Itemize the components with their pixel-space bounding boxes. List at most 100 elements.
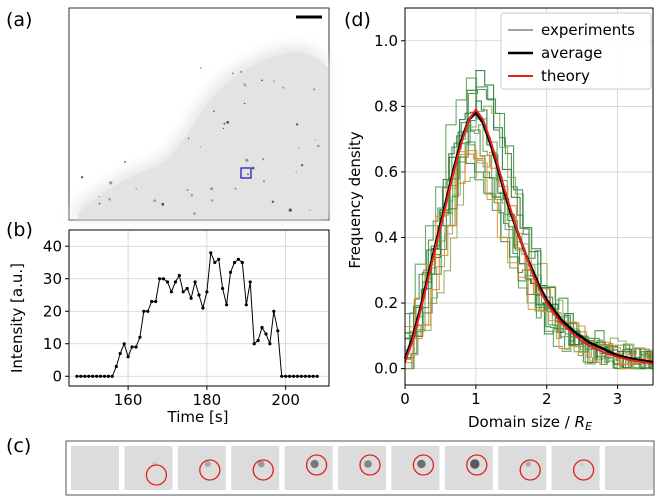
intensity-point: [106, 374, 110, 378]
intensity-line: [76, 252, 318, 377]
intensity-point: [134, 345, 138, 349]
intensity-point: [154, 299, 158, 304]
punctum: [295, 171, 297, 173]
panel-label-d: (d): [344, 9, 371, 31]
intensity-point: [181, 290, 185, 294]
tick-label-y: 30: [43, 270, 62, 288]
intensity-point: [303, 374, 307, 378]
intensity-point: [256, 338, 260, 343]
panel-label-a: (a): [6, 9, 32, 31]
panel-c-frames: [65, 440, 655, 496]
intensity-point: [268, 342, 272, 346]
detection-circle: [466, 454, 488, 476]
tick-label-y: 0.6: [374, 163, 398, 181]
punctum: [108, 198, 111, 201]
punctum: [153, 199, 157, 202]
intensity-point: [252, 342, 256, 346]
intensity-point: [209, 251, 213, 255]
spot: [417, 459, 426, 469]
intensity-point: [315, 374, 319, 378]
intensity-point: [165, 280, 170, 284]
axes-frame: [404, 7, 654, 386]
tick-label-y: 0.4: [374, 228, 398, 246]
intensity-point: [221, 286, 225, 291]
punctum: [313, 88, 316, 91]
punctum: [245, 85, 247, 87]
punctum: [81, 176, 84, 179]
intensity-point: [169, 290, 173, 294]
legend-entry: average: [541, 44, 602, 62]
intensity-point: [158, 277, 162, 281]
frame-tile: [177, 446, 226, 490]
punctum: [296, 123, 299, 126]
intensity-point: [126, 355, 130, 359]
tick-label-y: 1.0: [374, 32, 398, 50]
punctum: [226, 120, 230, 124]
spot: [525, 461, 532, 467]
intensity-point: [189, 296, 193, 300]
intensity-point: [228, 270, 233, 274]
punctum: [245, 158, 249, 162]
detection-circle: [359, 454, 381, 476]
spot: [579, 461, 584, 467]
axes-frame: [68, 229, 330, 387]
intensity-point: [236, 257, 240, 261]
punctum: [261, 158, 265, 161]
detection-circle: [252, 459, 274, 481]
intensity-point: [83, 374, 87, 378]
punctum: [211, 199, 214, 202]
punctum: [317, 144, 320, 148]
punctum: [193, 212, 196, 215]
intensity-point: [87, 374, 91, 378]
punctum: [231, 72, 234, 75]
intensity-point: [311, 374, 315, 378]
punctum: [210, 187, 214, 191]
frame-tile: [338, 446, 386, 490]
intensity-point: [307, 374, 311, 378]
intensity-point: [130, 345, 134, 349]
punctum: [314, 139, 316, 141]
intensity-point: [150, 299, 154, 304]
intensity-point: [240, 260, 244, 265]
panel-b-intensity-trace: 160 180 200 0 10 20 30 40: [43, 229, 330, 409]
intensity-point: [95, 374, 99, 378]
intensity-point: [264, 332, 268, 336]
intensity-point: [193, 280, 197, 284]
detection-circle: [199, 459, 221, 481]
intensity-point: [276, 329, 280, 333]
punctum: [186, 188, 189, 192]
tick-label-x: 180: [193, 391, 222, 409]
intensity-point: [217, 257, 221, 261]
punctum: [298, 147, 300, 149]
intensity-point: [225, 303, 229, 307]
legend-box: [500, 12, 652, 90]
intensity-point: [102, 374, 107, 378]
intensity-point: [173, 280, 177, 284]
tick-label-x: 200: [271, 391, 300, 409]
panel-a-image: [68, 7, 330, 221]
punctum: [240, 70, 243, 73]
intensity-point: [299, 374, 303, 378]
intensity-point: [201, 306, 205, 310]
punctum: [98, 195, 100, 198]
tick-label-x: 1: [471, 390, 481, 408]
intensity-point: [98, 374, 103, 378]
intensity-point: [122, 342, 126, 346]
intensity-point: [161, 277, 166, 281]
detection-circle: [412, 454, 435, 476]
frame-tile: [551, 446, 600, 490]
panel-d-xlabel: Domain size / RE: [468, 413, 592, 433]
intensity-point: [280, 374, 284, 378]
intensity-point: [284, 374, 288, 378]
intensity-point: [260, 325, 264, 330]
punctum: [161, 202, 165, 206]
punctum: [272, 80, 275, 82]
spot: [257, 460, 265, 468]
intensity-point: [197, 293, 201, 297]
punctum: [243, 102, 246, 105]
punctum: [309, 209, 311, 211]
frame-tile: [231, 446, 280, 490]
frame-tile: [391, 446, 440, 490]
intensity-point: [248, 280, 252, 284]
